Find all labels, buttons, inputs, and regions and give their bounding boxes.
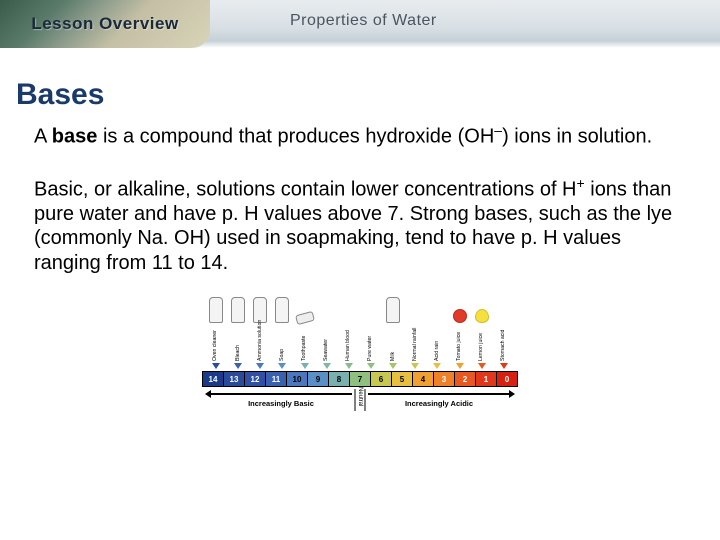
ph-item-label: Normal rainfall — [413, 325, 418, 361]
ph-item-label: Stomach acid — [501, 325, 506, 361]
ph-item-label: Oven cleaner — [213, 325, 218, 361]
ph-item-label: Milk — [391, 325, 396, 361]
ph-item-label: Toothpaste — [302, 325, 307, 361]
ph-item-label: Bleach — [236, 325, 241, 361]
ph-item: Ammonia solution — [250, 297, 270, 369]
text: ) ions in solution. — [502, 126, 652, 148]
ph-cell: 10 — [286, 372, 307, 386]
ph-item: Acid rain — [427, 325, 447, 369]
ph-item-pointer — [389, 363, 397, 369]
ph-cell: 6 — [370, 372, 391, 386]
ph-item: Pure water — [361, 325, 381, 369]
ph-item: Seawater — [317, 325, 337, 369]
ph-item-icon — [209, 297, 223, 323]
ph-cell: 7 — [349, 372, 370, 386]
lesson-overview-badge: Lesson Overview — [0, 0, 210, 48]
ph-item-label: Seawater — [324, 325, 329, 361]
ph-cell: 1 — [475, 372, 496, 386]
basic-arrow: Increasingly Basic — [202, 389, 360, 413]
superscript: + — [577, 175, 585, 191]
ph-item-pointer — [411, 363, 419, 369]
ph-item-pointer — [500, 363, 508, 369]
ph-item-icon — [386, 297, 400, 323]
ph-item-icon — [475, 309, 489, 323]
ph-item: Milk — [383, 297, 403, 369]
ph-item: Bleach — [228, 297, 248, 369]
ph-item-pointer — [478, 363, 486, 369]
ph-item-pointer — [456, 363, 464, 369]
ph-item-pointer — [367, 363, 375, 369]
ph-cell: 12 — [244, 372, 265, 386]
slide-title: Properties of Water — [290, 12, 437, 30]
ph-item-pointer — [234, 363, 242, 369]
ph-item-label: Human blood — [346, 325, 351, 361]
ph-item-icon — [453, 309, 467, 323]
ph-item: Human blood — [339, 325, 359, 369]
ph-item-label: Pure water — [368, 325, 373, 361]
ph-items-row: Oven cleaner Bleach Ammonia solution Soap To… — [206, 301, 514, 369]
ph-cell: 3 — [433, 372, 454, 386]
ph-item-pointer — [256, 363, 264, 369]
ph-item: Tomato juice — [450, 309, 470, 369]
ph-item: Stomach acid — [494, 325, 514, 369]
slide-content: Bases A base is a compound that produces… — [0, 48, 720, 413]
ph-item-pointer — [278, 363, 286, 369]
ph-item-label: Ammonia solution — [258, 325, 263, 361]
ph-item: Lemon juice — [472, 309, 492, 369]
text: Basic, or alkaline, solutions contain lo… — [34, 179, 577, 201]
ph-item-pointer — [345, 363, 353, 369]
text: is a compound that produces hydroxide (O… — [97, 126, 494, 148]
ph-scale-figure: Oven cleaner Bleach Ammonia solution Soap To… — [200, 301, 520, 413]
ph-item-pointer — [323, 363, 331, 369]
ph-cell: 13 — [223, 372, 244, 386]
ph-item-pointer — [212, 363, 220, 369]
ph-item-icon — [295, 311, 315, 325]
ph-number-scale: 14131211109876543210 — [202, 371, 518, 387]
ph-item: Oven cleaner — [206, 297, 226, 369]
superscript: – — [494, 122, 502, 138]
ph-cell: 5 — [391, 372, 412, 386]
ph-item-icon — [275, 297, 289, 323]
paragraph-1: A base is a compound that produces hydro… — [34, 122, 686, 149]
ph-item-pointer — [433, 363, 441, 369]
ph-item-label: Tomato juice — [457, 325, 462, 361]
ph-cell: 8 — [328, 372, 349, 386]
ph-item-label: Acid rain — [435, 325, 440, 361]
lesson-overview-label: Lesson Overview — [31, 14, 178, 34]
slide-header: Lesson Overview Properties of Water — [0, 0, 720, 48]
ph-cell: 2 — [454, 372, 475, 386]
ph-item: Toothpaste — [295, 313, 315, 369]
ph-cell: 11 — [265, 372, 286, 386]
ph-item-label: Soap — [280, 325, 285, 361]
text: A — [34, 126, 52, 148]
ph-cell: 0 — [496, 372, 518, 386]
paragraph-2: Basic, or alkaline, solutions contain lo… — [34, 175, 686, 275]
ph-cell: 14 — [202, 372, 223, 386]
acidic-arrow: Increasingly Acidic — [360, 389, 518, 413]
ph-item-icon — [231, 297, 245, 323]
ph-arrow-row: Increasingly Basic Neutral Increasingly … — [202, 389, 518, 413]
ph-item-pointer — [301, 363, 309, 369]
term-bold: base — [52, 126, 98, 148]
ph-item: Soap — [272, 297, 292, 369]
acidic-label: Increasingly Acidic — [360, 399, 518, 408]
ph-cell: 4 — [412, 372, 433, 386]
ph-cell: 9 — [307, 372, 328, 386]
basic-label: Increasingly Basic — [202, 399, 360, 408]
section-heading: Bases — [16, 78, 686, 112]
ph-item: Normal rainfall — [405, 325, 425, 369]
ph-item-label: Lemon juice — [479, 325, 484, 361]
